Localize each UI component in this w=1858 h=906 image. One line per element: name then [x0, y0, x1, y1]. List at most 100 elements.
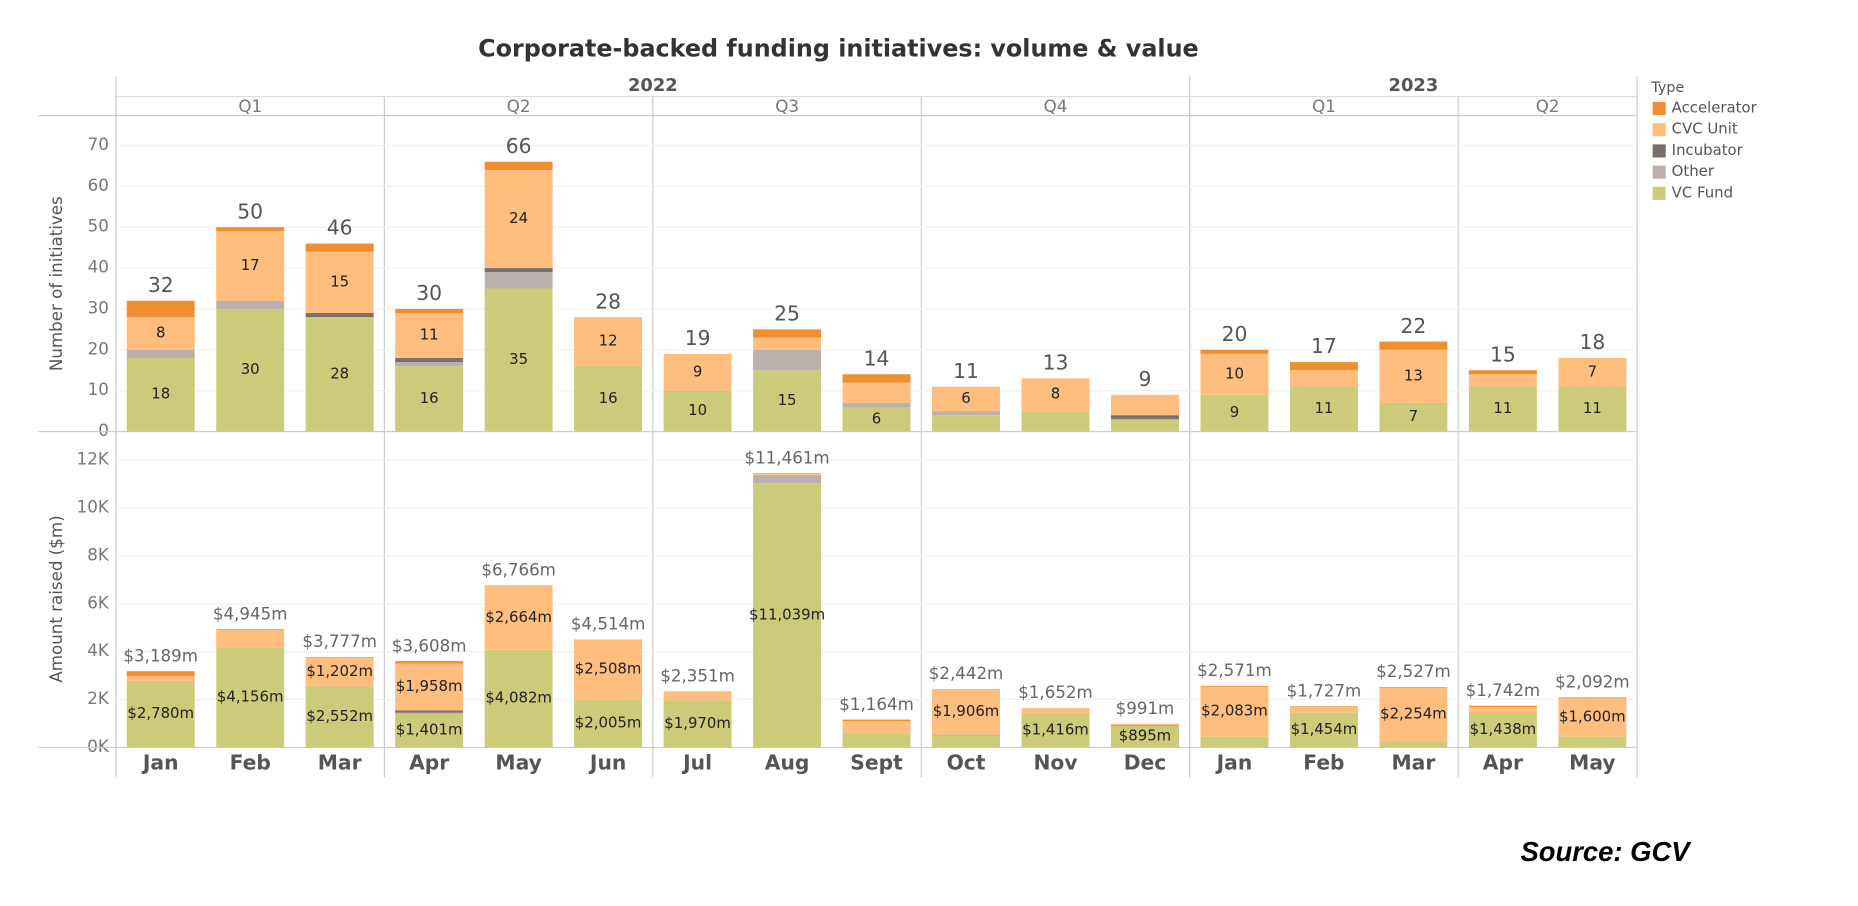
bar-segment — [753, 349, 822, 371]
y-tick-label: 30 — [88, 298, 109, 317]
bar-segment — [1468, 386, 1537, 432]
legend-swatch — [1652, 101, 1666, 116]
x-tick-label: Mar — [318, 751, 362, 775]
segment-label: 15 — [778, 391, 797, 409]
bar-segment — [1111, 415, 1179, 420]
segment-label: 11 — [1583, 399, 1602, 417]
total-label: 25 — [774, 302, 800, 326]
bar-segment — [932, 415, 1001, 432]
bar-segment — [1200, 394, 1269, 432]
y-axis-title: Amount raised ($m) — [47, 515, 66, 682]
total-label: $2,527m — [1376, 662, 1451, 681]
bar-segment — [216, 647, 285, 748]
bar-segment — [1558, 697, 1627, 699]
bar-segment — [932, 689, 1001, 735]
bar-segment — [932, 411, 1001, 416]
y-tick-label: 0 — [98, 421, 109, 440]
chart-title: Corporate-backed funding initiatives: vo… — [478, 35, 1199, 63]
legend-label: VC Fund — [1672, 183, 1733, 201]
bar-segment — [216, 629, 285, 630]
total-label: 50 — [237, 199, 263, 223]
segment-label: 10 — [1225, 364, 1244, 382]
segment-label: $1,438m — [1470, 720, 1537, 738]
x-tick-label: Mar — [1392, 751, 1436, 775]
segment-label: 6 — [872, 409, 881, 427]
segment-label: 8 — [156, 323, 165, 341]
bar-segment — [395, 710, 464, 713]
bar-segment — [1468, 370, 1537, 375]
segment-label: $2,664m — [485, 608, 552, 626]
bar-segment — [1379, 686, 1448, 688]
bar-segment — [395, 362, 464, 367]
segment-label: $2,780m — [127, 704, 194, 722]
total-label: 14 — [864, 347, 890, 371]
x-tick-label: Feb — [1303, 751, 1344, 775]
segment-label: $895m — [1119, 727, 1171, 745]
bar-segment — [1289, 706, 1358, 713]
segment-label: $2,005m — [575, 713, 642, 731]
segment-label: $1,600m — [1559, 708, 1626, 726]
total-label: $1,727m — [1287, 681, 1362, 700]
year-label: 2022 — [628, 75, 678, 96]
bar-segment — [395, 313, 464, 358]
x-tick-label: Nov — [1033, 751, 1077, 775]
segment-label: 12 — [599, 332, 618, 350]
bar-segment — [1558, 357, 1627, 387]
y-tick-label: 8K — [87, 545, 110, 564]
y-tick-label: 20 — [88, 339, 109, 358]
x-tick-label: Feb — [230, 751, 271, 775]
total-label: $991m — [1116, 699, 1175, 718]
segment-label: $1,401m — [396, 721, 463, 739]
segment-label: 8 — [1051, 385, 1060, 403]
bar-segment — [305, 686, 374, 748]
bar-segment — [484, 288, 553, 432]
bar-segment — [126, 317, 195, 350]
segment-label: 35 — [509, 350, 528, 368]
segment-label: $1,958m — [396, 677, 463, 695]
bar-segment — [484, 272, 553, 289]
x-tick-label: Apr — [409, 751, 449, 775]
bar-segment — [126, 671, 195, 677]
quarter-label: Q2 — [507, 97, 531, 116]
total-label: 18 — [1579, 330, 1605, 354]
bar-segment — [1289, 362, 1358, 371]
total-label: 20 — [1222, 322, 1248, 346]
bar-segment — [395, 712, 464, 714]
segment-label: $1,970m — [664, 714, 731, 732]
y-tick-label: 2K — [87, 689, 110, 708]
total-label: $1,652m — [1018, 683, 1093, 702]
bar-segment — [753, 473, 822, 474]
bar-segment — [216, 231, 285, 301]
total-label: $3,189m — [123, 646, 198, 665]
bar-segment — [753, 474, 822, 484]
legend-label: Incubator — [1672, 141, 1744, 159]
source: Source: GCV — [1521, 836, 1693, 867]
bar-segment — [932, 735, 1001, 748]
bar-segment — [126, 680, 195, 748]
x-tick-label: Jun — [588, 751, 626, 775]
y-tick-label: 6K — [87, 593, 110, 612]
x-tick-label: Apr — [1483, 751, 1523, 775]
x-tick-label: Aug — [765, 751, 810, 775]
bar-segment — [663, 691, 732, 701]
bar-segment — [1200, 736, 1269, 748]
total-label: 66 — [506, 134, 532, 158]
bar-segment — [1558, 698, 1627, 737]
total-label: 28 — [595, 289, 621, 313]
total-label: 30 — [416, 281, 442, 305]
bar-segment — [1021, 713, 1090, 748]
bar-segment — [932, 734, 1001, 736]
bar-segment — [932, 386, 1001, 412]
y-tick-label: 10 — [88, 380, 109, 399]
bar-segment — [663, 700, 732, 748]
bar-segment — [395, 663, 464, 711]
bar-segment — [1379, 341, 1448, 350]
segment-label: 24 — [509, 209, 528, 227]
bar-segment — [1289, 712, 1358, 748]
bar-segment — [1021, 378, 1090, 412]
bar-segment — [842, 382, 911, 403]
y-axis-title: Number of initiatives — [47, 196, 66, 371]
bar-segment — [842, 719, 911, 722]
y-tick-label: 4K — [87, 641, 110, 660]
